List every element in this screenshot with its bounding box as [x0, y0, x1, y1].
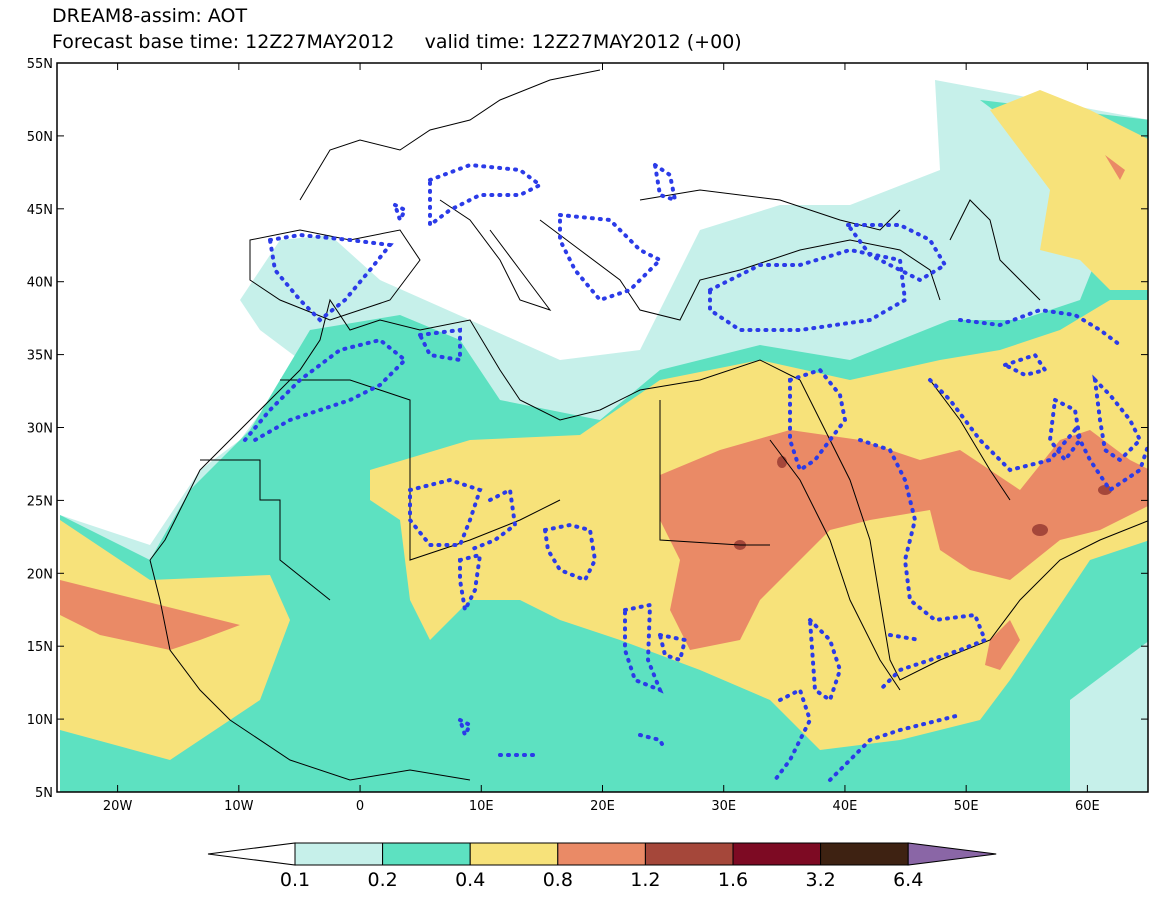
- lat-tick-label: 45N: [27, 203, 53, 218]
- lat-tick-label: 40N: [27, 276, 53, 291]
- dotted-contours: [243, 160, 1148, 782]
- colorbar-level-label: 0.1: [280, 869, 310, 891]
- colorbar-box: [820, 842, 909, 866]
- lon-tick-label: 30E: [711, 799, 736, 814]
- lat-tick-label: 35N: [27, 349, 53, 364]
- lat-tick-label: 5N: [35, 786, 53, 801]
- lat-tick-label: 15N: [27, 640, 53, 655]
- coastlines: [149, 69, 1148, 781]
- colorbar-level-label: 1.2: [630, 869, 660, 891]
- lat-tick-label: 30N: [27, 422, 53, 437]
- longitude-axis: 20W 10W 0 10E 20E 30E 40E 50E 60E: [103, 63, 1100, 814]
- colorbar-box: [644, 842, 734, 866]
- lon-tick-label: 60E: [1075, 799, 1100, 814]
- lon-tick-label: 0: [356, 799, 364, 814]
- lat-tick-label: 55N: [27, 57, 53, 72]
- latitude-axis: 55N 50N 45N 40N 35N 30N 25N 20N 15N 10N 5N: [27, 57, 1148, 801]
- lat-tick-label: 20N: [27, 567, 53, 582]
- lat-tick-label: 50N: [27, 130, 53, 145]
- aot-field-0.8: [60, 155, 1148, 670]
- lon-tick-label: 20E: [590, 799, 615, 814]
- colorbar-high-arrow: [907, 842, 997, 866]
- colorbar-low-arrow: [207, 842, 296, 866]
- colorbar-level-label: 3.2: [805, 869, 835, 891]
- lon-tick-label: 10E: [469, 799, 494, 814]
- colorbar-box: [382, 842, 471, 866]
- colorbar-level-label: 6.4: [893, 869, 923, 891]
- colorbar-box: [469, 842, 559, 866]
- aot-field-0.4: [60, 90, 1148, 760]
- lon-tick-label: 50E: [954, 799, 979, 814]
- lat-tick-label: 25N: [27, 494, 53, 509]
- colorbar-box: [557, 842, 646, 866]
- map-subtitle: Forecast base time: 12Z27MAY2012 valid t…: [52, 31, 742, 53]
- colorbar-box: [294, 842, 384, 866]
- colorbar-level-label: 0.2: [367, 869, 397, 891]
- colorbar-level-label: 1.6: [718, 869, 748, 891]
- lon-tick-label: 10W: [224, 799, 254, 814]
- colorbar-level-label: 0.4: [455, 869, 485, 891]
- lon-tick-label: 20W: [103, 799, 133, 814]
- colorbar-level-label: 0.8: [543, 869, 573, 891]
- colorbar-box: [732, 842, 822, 866]
- colorbar: 0.1 0.2 0.4 0.8 1.2 1.6 3.2 6.4: [207, 842, 997, 891]
- lon-tick-label: 40E: [833, 799, 858, 814]
- aot-fields: [60, 80, 1148, 792]
- lat-tick-label: 10N: [27, 713, 53, 728]
- map-title: DREAM8-assim: AOT: [52, 5, 248, 27]
